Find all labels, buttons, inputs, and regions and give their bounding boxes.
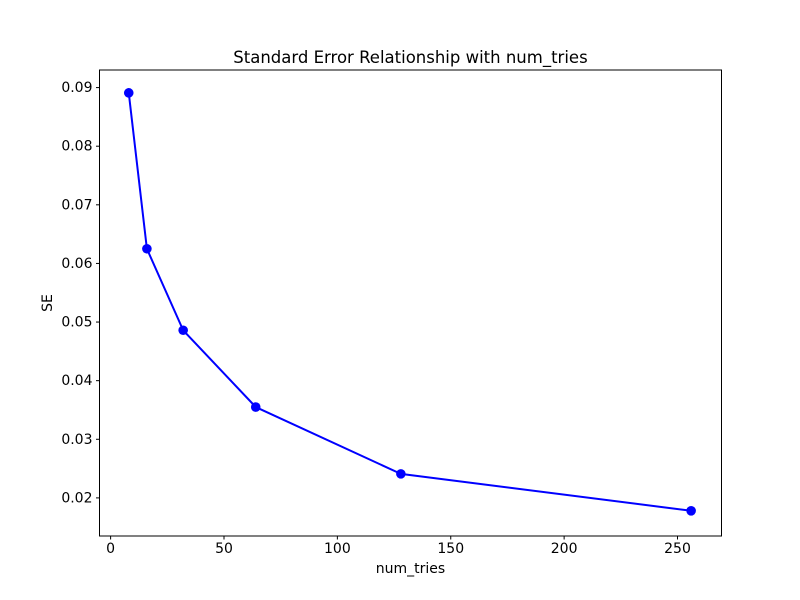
chart-title: Standard Error Relationship with num_tri… (233, 48, 587, 68)
data-point-marker (250, 402, 261, 412)
y-tick-label: 0.08 (61, 139, 92, 155)
data-point-marker (178, 325, 188, 336)
y-tick-label: 0.02 (61, 490, 92, 506)
y-tick-label: 0.04 (61, 373, 92, 389)
data-point-marker (123, 88, 134, 98)
x-tick-label: 200 (551, 541, 578, 557)
x-axis-ticks: 0 50 100 150 200 250 (106, 536, 691, 557)
y-tick-label: 0.03 (61, 432, 92, 448)
y-axis-ticks: 0.02 0.03 0.04 0.05 0.06 0.07 0.08 0.09 (61, 80, 100, 506)
y-tick-label: 0.06 (61, 256, 92, 272)
series-line-SE (127, 91, 693, 512)
data-point-marker (686, 505, 696, 516)
x-tick-label: 50 (215, 541, 233, 557)
y-tick-label: 0.07 (61, 197, 92, 213)
y-tick-label: 0.09 (61, 80, 92, 96)
x-tick-label: 150 (437, 541, 464, 557)
x-axis-label: num_tries (376, 561, 445, 577)
y-tick-label: 0.05 (61, 315, 92, 331)
x-tick-label: 250 (664, 541, 691, 557)
data-point-marker (142, 243, 152, 254)
data-point-marker (396, 469, 406, 479)
y-axis-label: SE (40, 294, 56, 312)
data-series-group (123, 88, 696, 516)
x-tick-label: 100 (324, 541, 351, 557)
x-tick-label: 0 (106, 541, 115, 557)
plot-area-frame (99, 69, 722, 537)
